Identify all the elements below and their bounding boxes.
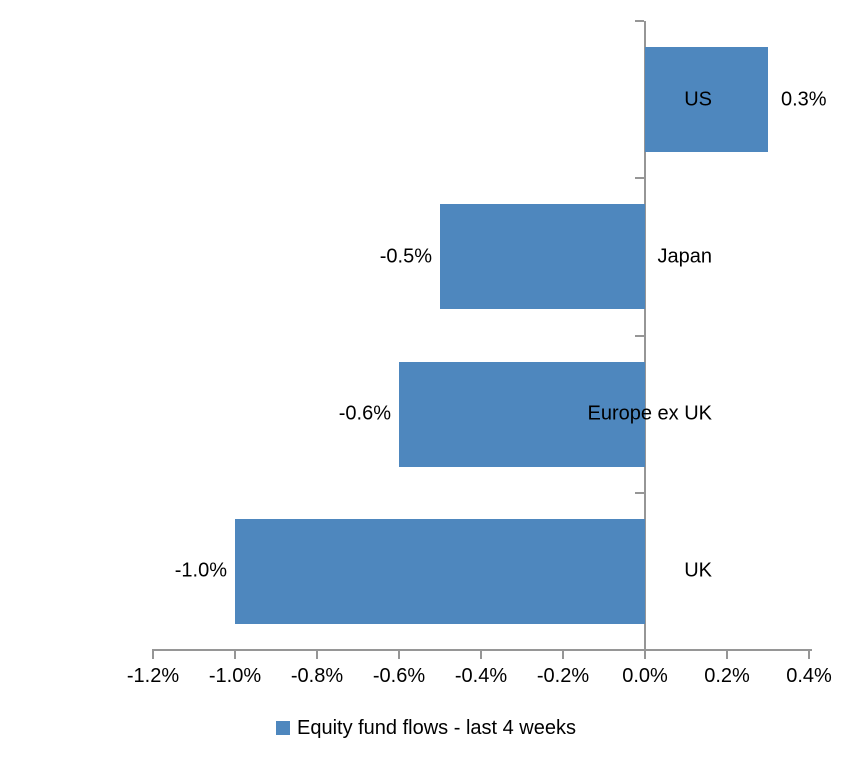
x-axis-tick — [808, 651, 810, 659]
y-axis-tick — [635, 491, 644, 494]
y-axis-tick — [635, 177, 644, 180]
data-label: -1.0% — [174, 559, 227, 582]
x-axis-tick-label: 0.2% — [704, 665, 750, 687]
x-axis-tick-label: -1.0% — [208, 665, 262, 687]
bar — [235, 518, 645, 624]
category-label: US — [684, 88, 712, 111]
category-label: UK — [684, 559, 712, 582]
x-axis-tick-label: -0.6% — [372, 665, 426, 687]
bar — [440, 204, 645, 310]
x-axis-tick-label: -1.2% — [126, 665, 180, 687]
data-label: -0.5% — [379, 245, 432, 268]
category-label: Japan — [657, 245, 713, 268]
x-axis-tick-label: -0.4% — [454, 665, 508, 687]
legend-swatch-icon — [275, 721, 290, 735]
legend-label: Equity fund flows - last 4 weeks — [296, 716, 576, 739]
legend: Equity fund flows - last 4 weeks — [0, 714, 852, 742]
bar — [645, 47, 768, 153]
x-axis-tick — [234, 651, 236, 659]
y-axis-tick — [635, 649, 644, 651]
data-label: -0.6% — [338, 402, 391, 425]
y-axis-tick — [635, 334, 644, 337]
x-axis-tick-label: 0.0% — [622, 665, 668, 687]
x-axis-tick-label: -0.2% — [536, 665, 590, 687]
category-label: Europe ex UK — [587, 402, 712, 425]
x-axis-line — [152, 649, 812, 651]
data-label: 0.3% — [781, 88, 827, 111]
y-axis-line — [644, 21, 646, 650]
x-axis-tick — [480, 651, 482, 659]
x-axis-tick — [152, 651, 154, 659]
x-axis-tick-label: 0.4% — [786, 665, 832, 687]
y-axis-tick — [635, 20, 644, 22]
x-axis-tick — [316, 651, 318, 659]
x-axis-tick — [726, 651, 728, 659]
x-axis-tick — [562, 651, 564, 659]
x-axis-tick-label: -0.8% — [290, 665, 344, 687]
bar — [399, 361, 645, 467]
x-axis-tick — [644, 651, 646, 659]
x-axis-tick — [398, 651, 400, 659]
